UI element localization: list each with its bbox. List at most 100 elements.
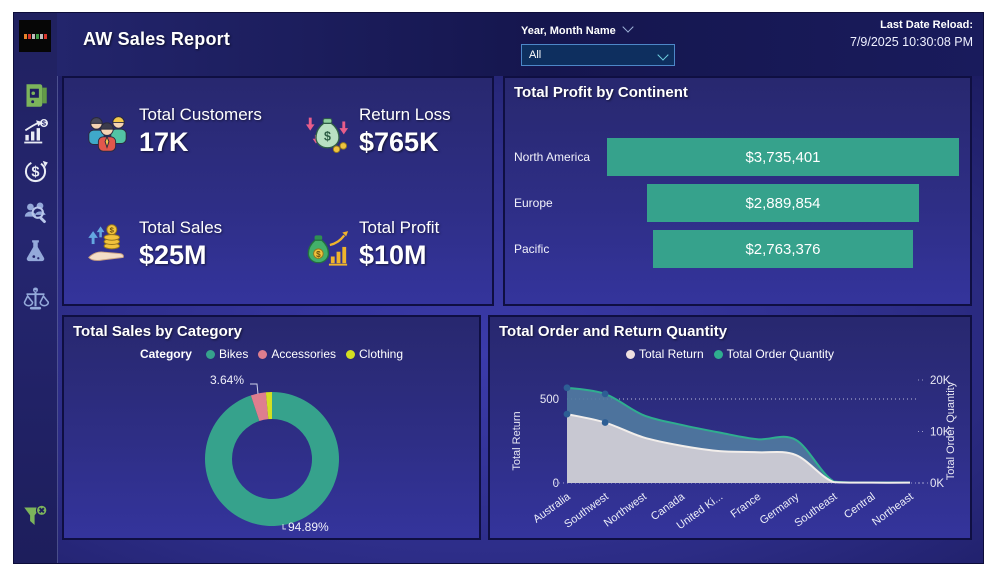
svg-text:$: $	[34, 288, 37, 293]
funnel-bar[interactable]: $2,763,376	[652, 230, 914, 268]
x-axis-label: Northeast	[870, 491, 916, 529]
category-label: Pacific	[514, 242, 550, 256]
legend-title: Category	[139, 347, 192, 361]
legend-item[interactable]: Total Return	[625, 347, 704, 361]
money-bag-chart-icon: $	[307, 230, 349, 266]
legend-label: Total Return	[638, 347, 704, 361]
legend-dot-icon	[346, 349, 355, 359]
clear-filter-icon[interactable]	[22, 503, 49, 530]
donut-slice-accessories[interactable]	[250, 392, 269, 422]
legend-label: Bikes	[218, 347, 249, 361]
door-icon[interactable]	[22, 82, 49, 109]
funnel-row: Pacific $2,763,376	[505, 230, 970, 268]
logo-icon	[19, 20, 51, 52]
donut-slice-bikes[interactable]	[205, 392, 339, 526]
nav-sidebar: $ $ $	[14, 13, 58, 563]
order-return-quantity-card: Total Order and Return Quantity Total Re…	[488, 315, 972, 540]
y-axis-tick: 0	[553, 478, 559, 490]
funnel-bar-zone: $2,763,376	[607, 230, 959, 268]
customer-search-icon[interactable]	[22, 198, 49, 225]
y-axis-title: Total Return	[511, 411, 523, 470]
donut-legend: Category Bikes Accessories Clothing	[64, 347, 479, 361]
data-point-marker[interactable]	[563, 384, 571, 392]
kpi-total-profit: $ Total Profit $10M	[304, 218, 439, 271]
donut-chart	[205, 383, 339, 530]
svg-text:$: $	[31, 165, 39, 181]
slicer-dropdown[interactable]: All	[521, 44, 675, 66]
y-axis-tick: 0K	[930, 478, 944, 490]
data-label-bikes: 94.89%	[288, 520, 329, 534]
last-reload-block: Last Date Reload: 7/9/2025 10:30:08 PM	[850, 19, 973, 49]
kpi-value: 17K	[139, 127, 189, 157]
chart-title: Total Order and Return Quantity	[499, 323, 728, 340]
funnel-bar-zone: $3,735,401	[607, 138, 959, 176]
slicer-value: All	[529, 49, 542, 61]
flask-icon[interactable]	[22, 238, 49, 265]
line-series	[566, 413, 911, 484]
legend-dot-icon	[258, 349, 268, 359]
funnel-row: Europe $2,889,854	[505, 184, 970, 222]
legend-label: Clothing	[359, 347, 404, 361]
customers-group-icon	[88, 115, 127, 152]
money-cycle-icon[interactable]: $	[22, 158, 49, 185]
area-series-return[interactable]	[567, 414, 910, 483]
legend-item[interactable]: Bikes	[205, 347, 249, 361]
data-point-marker[interactable]	[601, 419, 609, 426]
chevron-down-icon	[657, 49, 669, 61]
legend-dot-icon	[625, 349, 635, 359]
funnel-bar-zone: $2,889,854	[607, 184, 959, 222]
data-label-accessories: 3.64%	[210, 373, 245, 387]
category-label: Europe	[514, 196, 553, 210]
kpi-label: Total Profit	[359, 218, 440, 237]
legend-dot-icon	[205, 349, 215, 359]
legend-dot-icon	[713, 349, 723, 359]
kpi-card: Total Customers 17K $ Return Loss $765K …	[62, 76, 494, 306]
area-chart: 0 500 0K 10K 20K Total Return Total Order Quan…	[511, 375, 957, 532]
svg-text:$: $	[110, 225, 115, 234]
data-point-marker[interactable]	[601, 390, 609, 398]
legend-label: Total Order Quantity	[726, 347, 835, 361]
x-axis-label: Southeast	[792, 491, 839, 530]
kpi-label: Total Customers	[139, 105, 262, 124]
y2-axis-title: Total Order Quantity	[945, 381, 957, 480]
svg-text:$: $	[324, 129, 331, 143]
profit-by-continent-card: Total Profit by Continent North America $…	[503, 76, 972, 306]
kpi-total-customers: Total Customers 17K	[84, 105, 262, 158]
legend-item[interactable]: Accessories	[258, 347, 336, 361]
kpi-total-sales: $ Total Sales $25M	[84, 218, 222, 271]
funnel-bar[interactable]: $3,735,401	[607, 138, 959, 176]
funnel-chart: North America $3,735,401 Europe $2,889,854 P…	[505, 138, 970, 276]
kpi-value: $25M	[139, 240, 207, 270]
legend-item[interactable]: Total Order Quantity	[713, 347, 835, 361]
legend-label: Accessories	[271, 347, 336, 361]
chevron-down-icon[interactable]	[622, 21, 634, 33]
y-axis-tick: 20K	[930, 375, 951, 387]
sales-by-category-card: Total Sales by Category Category Bikes Ac…	[62, 315, 481, 540]
balance-scale-icon[interactable]: $	[22, 286, 50, 313]
legend-item[interactable]: Clothing	[346, 347, 403, 361]
page-title: AW Sales Report	[83, 29, 231, 49]
funnel-bar[interactable]: $2,889,854	[646, 184, 920, 222]
svg-text:$: $	[316, 249, 321, 258]
area-legend: Total Return Total Order Quantity	[490, 347, 970, 361]
svg-text:$: $	[42, 119, 46, 128]
x-axis-label: Northwest	[602, 491, 649, 530]
reload-label: Last Date Reload:	[880, 19, 973, 31]
date-slicer: Year, Month Name All	[521, 21, 675, 66]
kpi-label: Total Sales	[139, 218, 223, 237]
report-header: AW Sales Report Year, Month Name All Las…	[57, 13, 983, 76]
money-bag-loss-icon: $	[305, 117, 349, 153]
reload-timestamp: 7/9/2025 10:30:08 PM	[849, 35, 973, 49]
slicer-label: Year, Month Name	[521, 25, 616, 37]
report-canvas: $ $ $ AW Sales Report Year, Month Name A…	[14, 13, 983, 563]
kpi-label: Return Loss	[359, 105, 451, 124]
donut-slice-clothing[interactable]	[265, 392, 272, 420]
data-point-marker[interactable]	[563, 410, 571, 418]
leader-line	[250, 383, 259, 395]
chart-title: Total Profit by Continent	[514, 84, 688, 101]
y-axis-tick: 500	[540, 394, 559, 406]
category-label: North America	[514, 150, 591, 164]
leader-line	[282, 524, 286, 530]
kpi-value: $765K	[359, 127, 439, 157]
sales-growth-chart-icon[interactable]: $	[22, 118, 49, 145]
